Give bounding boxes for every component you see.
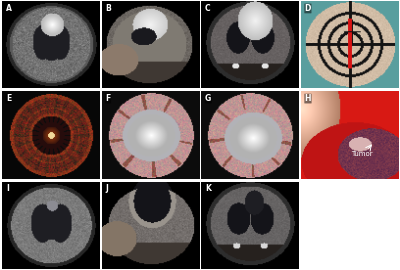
Text: J: J [106,184,108,193]
Text: C: C [205,4,211,13]
Text: Tumor: Tumor [351,151,373,157]
Text: B: B [106,4,111,13]
Text: F: F [106,94,111,103]
Text: A: A [6,4,12,13]
Text: I: I [6,184,9,193]
Text: G: G [205,94,211,103]
Text: K: K [205,184,211,193]
Text: E: E [6,94,11,103]
Text: H: H [305,94,311,103]
Text: D: D [305,4,311,13]
